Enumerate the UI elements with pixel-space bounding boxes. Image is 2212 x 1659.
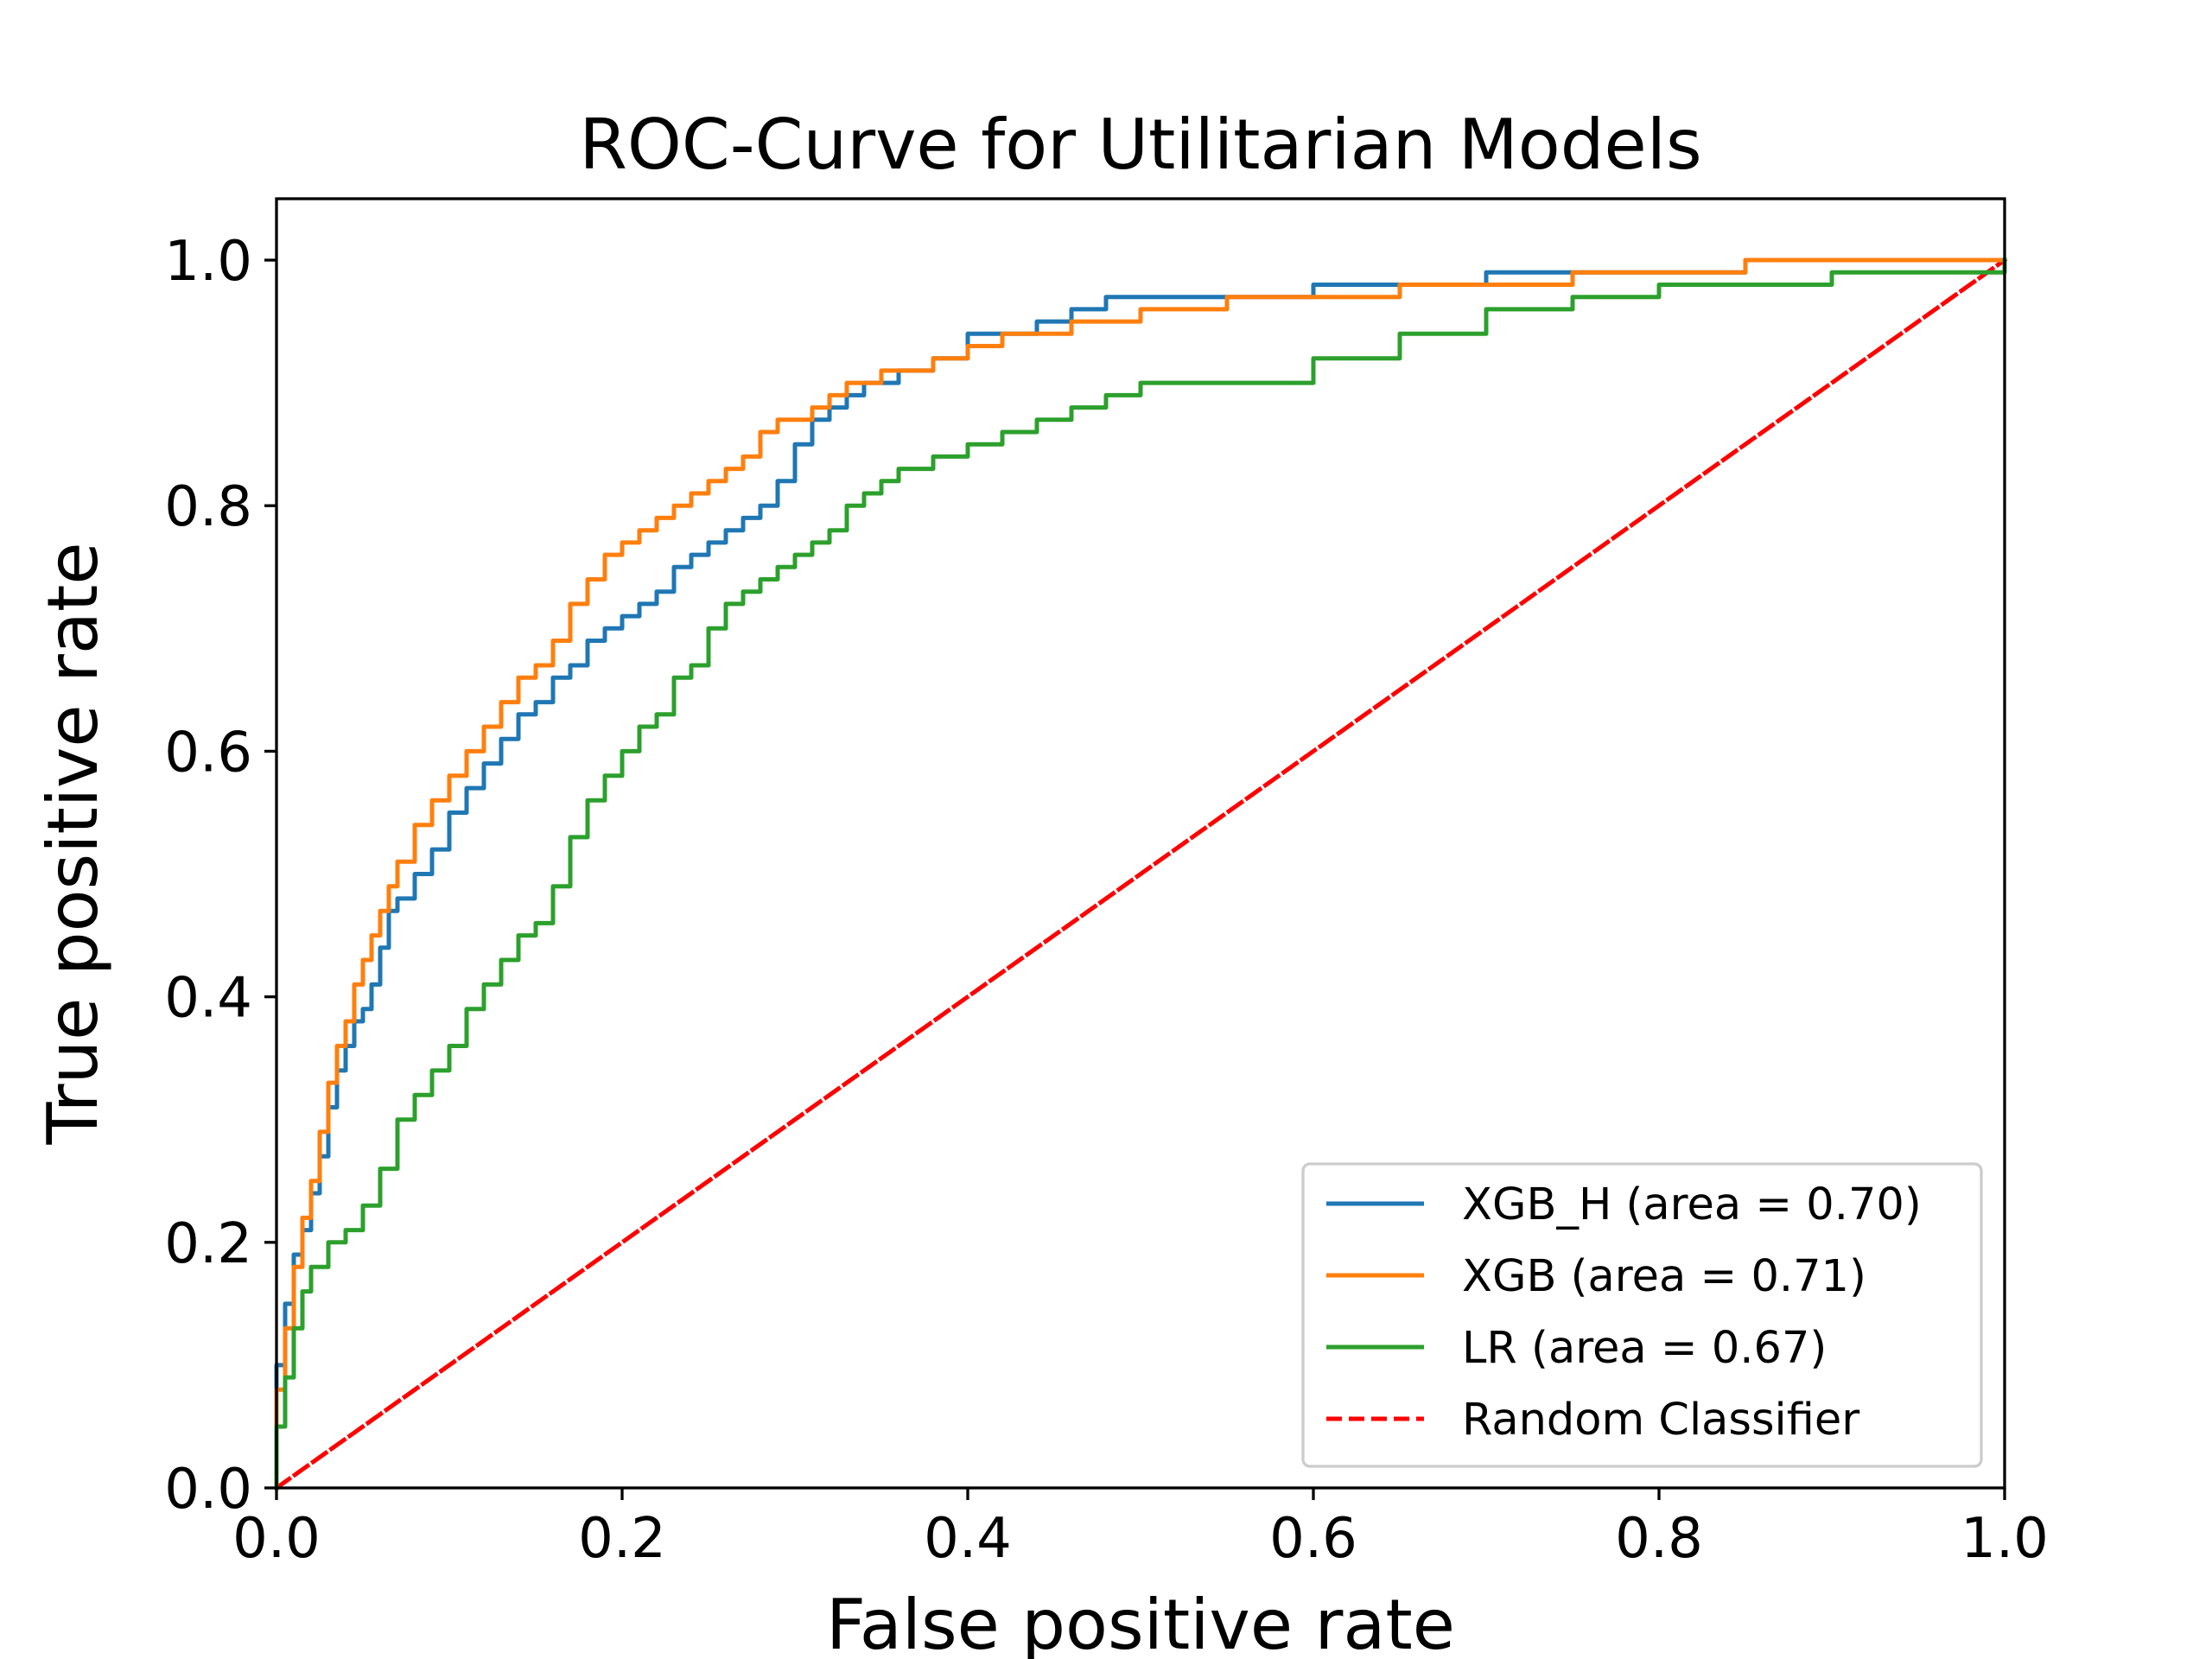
y-tick-label: 0.0 bbox=[164, 1458, 252, 1522]
series-line-1 bbox=[274, 257, 2007, 1491]
legend-label: XGB (area = 0.71) bbox=[1462, 1251, 1866, 1302]
legend-box bbox=[1301, 1162, 1983, 1468]
legend-label: Random Classifier bbox=[1462, 1395, 1859, 1446]
tick-layer: 0.0 0.2 0.4 0.6 0.8 1.0 0.0 0.2 0.4 0.6 0.8 1.0 bbox=[164, 230, 2049, 1571]
series-line-0 bbox=[274, 257, 2007, 1491]
x-tick-label: 0.0 bbox=[232, 1507, 321, 1571]
y-axis-label: True positive rate bbox=[33, 542, 113, 1145]
x-tick-label: 0.4 bbox=[924, 1507, 1012, 1571]
x-tick-label: 0.6 bbox=[1269, 1507, 1357, 1571]
y-tick-label: 0.8 bbox=[164, 475, 252, 539]
x-tick-label: 0.2 bbox=[578, 1507, 666, 1571]
plot-frame bbox=[275, 197, 2006, 1490]
y-tick-label: 0.6 bbox=[164, 721, 252, 785]
legend: XGB_H (area = 0.70) XGB (area = 0.71) LR (… bbox=[1301, 1162, 1983, 1468]
y-tick-label: 0.4 bbox=[164, 967, 252, 1031]
y-tick-label: 0.2 bbox=[164, 1212, 252, 1276]
series-line-2 bbox=[274, 257, 2007, 1491]
legend-label: LR (area = 0.67) bbox=[1462, 1323, 1827, 1374]
x-tick-label: 1.0 bbox=[1961, 1507, 2049, 1571]
y-tick-label: 1.0 bbox=[164, 230, 252, 294]
chart-title: ROC-Curve for Utilitarian Models bbox=[579, 105, 1701, 185]
x-tick-label: 0.8 bbox=[1615, 1507, 1703, 1571]
series-line-3 bbox=[273, 257, 2008, 1491]
legend-label: XGB_H (area = 0.70) bbox=[1462, 1179, 1922, 1230]
series-layer bbox=[273, 257, 2008, 1491]
x-axis-label: False positive rate bbox=[826, 1585, 1455, 1659]
legend-entries: XGB_H (area = 0.70) XGB (area = 0.71) LR (… bbox=[1326, 1179, 1922, 1446]
